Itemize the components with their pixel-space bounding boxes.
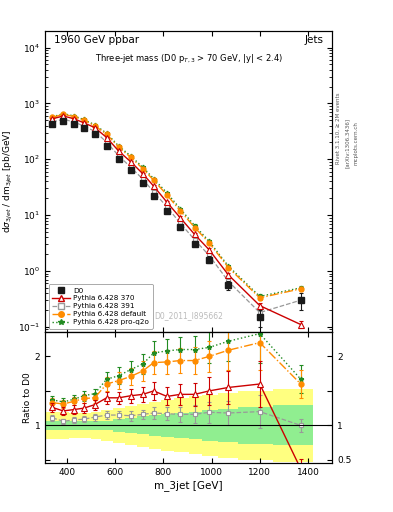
Legend: D0, Pythia 6.428 370, Pythia 6.428 391, Pythia 6.428 default, Pythia 6.428 pro-q: D0, Pythia 6.428 370, Pythia 6.428 391, … (49, 284, 153, 329)
Text: D0_2011_I895662: D0_2011_I895662 (154, 311, 223, 320)
Text: 1960 GeV ppbar: 1960 GeV ppbar (54, 35, 139, 45)
Text: Jets: Jets (305, 35, 323, 45)
Text: Rivet 3.1.10, ≥ 2M events: Rivet 3.1.10, ≥ 2M events (336, 92, 341, 164)
Text: [arXiv:1306.3436]: [arXiv:1306.3436] (345, 118, 350, 168)
Y-axis label: d$\sigma_{3jet}$ / dm$_{3jet}$ [pb/GeV]: d$\sigma_{3jet}$ / dm$_{3jet}$ [pb/GeV] (2, 130, 15, 233)
Text: mcplots.cern.ch: mcplots.cern.ch (354, 121, 359, 165)
X-axis label: m_3jet [GeV]: m_3jet [GeV] (154, 480, 223, 491)
Text: Three-jet mass (D0 p$_{T,3}$ > 70 GeV, |y| < 2.4): Three-jet mass (D0 p$_{T,3}$ > 70 GeV, |… (95, 52, 283, 65)
Y-axis label: Ratio to D0: Ratio to D0 (23, 372, 32, 423)
